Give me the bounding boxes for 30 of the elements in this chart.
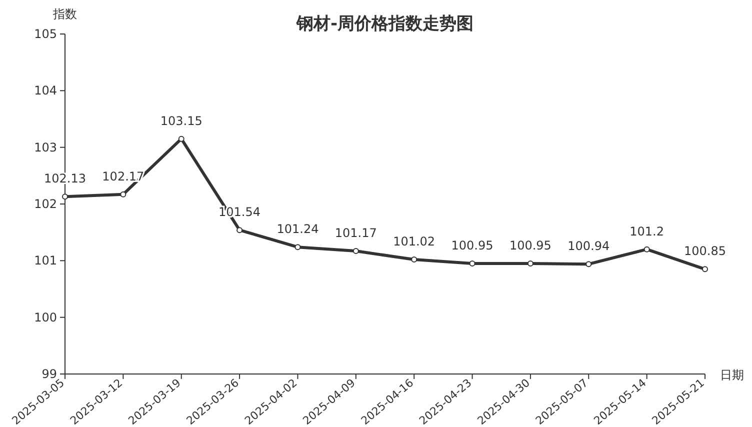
point bbox=[178, 136, 184, 142]
y-tick-label: 102 bbox=[34, 197, 57, 211]
point bbox=[702, 266, 708, 272]
data-label: 103.15 bbox=[160, 114, 202, 128]
point bbox=[62, 194, 68, 200]
y-tick-label: 104 bbox=[34, 84, 57, 98]
point bbox=[644, 246, 650, 252]
data-label: 101.24 bbox=[276, 222, 319, 236]
point bbox=[469, 260, 476, 266]
data-label: 100.95 bbox=[451, 238, 494, 252]
chart-title: 钢材-周价格指数走势图 bbox=[295, 14, 474, 34]
point bbox=[236, 227, 243, 234]
data-label: 101.02 bbox=[393, 234, 436, 249]
data-label: 100.85 bbox=[684, 244, 726, 258]
point bbox=[352, 248, 359, 254]
data-label: 100.95 bbox=[509, 238, 552, 252]
point bbox=[120, 191, 126, 198]
point bbox=[411, 256, 418, 263]
y-tick-label: 103 bbox=[34, 140, 57, 154]
y-tick-label: 99 bbox=[42, 367, 57, 381]
data-label: 100.94 bbox=[568, 239, 610, 254]
y-tick-label: 101 bbox=[34, 254, 57, 268]
y-tick-label: 100 bbox=[34, 310, 57, 324]
data-label: 101.17 bbox=[334, 226, 377, 240]
y-axis-title: 指数 bbox=[52, 7, 77, 21]
data-label: 101.2 bbox=[630, 224, 664, 238]
point bbox=[586, 261, 592, 268]
point bbox=[294, 244, 301, 250]
x-axis-title: 日期 bbox=[720, 368, 744, 382]
y-tick-label: 105 bbox=[34, 27, 57, 41]
